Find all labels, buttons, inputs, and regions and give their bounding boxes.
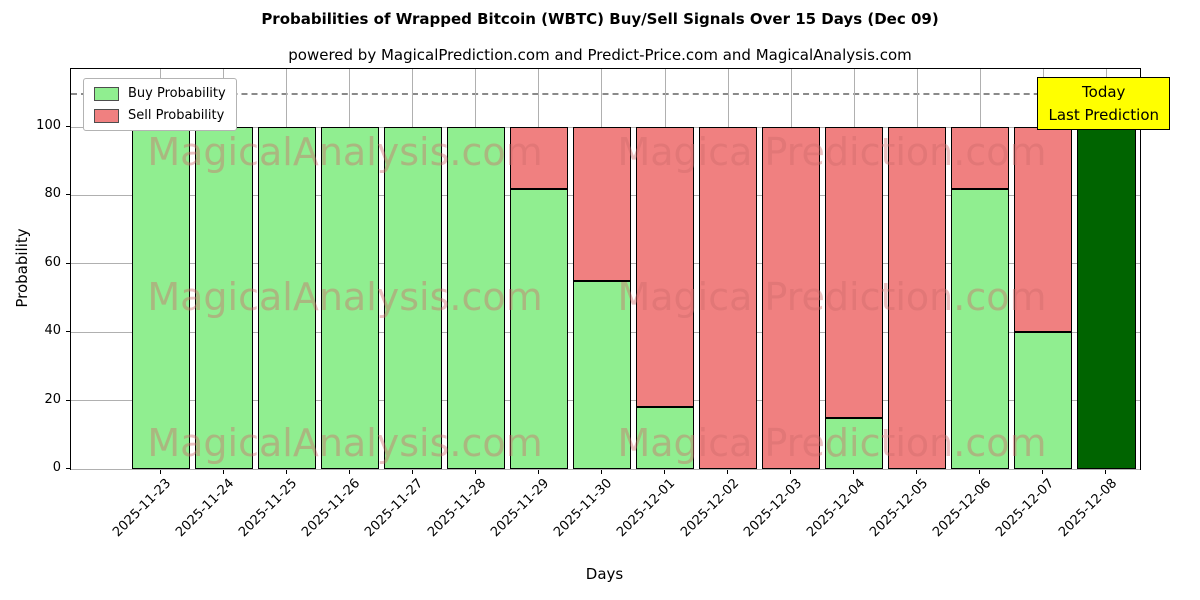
- bar-segment-sell: [699, 127, 758, 469]
- bar-segment-today: [1077, 127, 1136, 469]
- x-tick-mark: [1105, 470, 1107, 474]
- today-annotation: Today Last Prediction: [1037, 77, 1170, 130]
- chart-title: Probabilities of Wrapped Bitcoin (WBTC) …: [261, 10, 939, 28]
- bar-segment-buy: [257, 127, 316, 469]
- bar-segment-buy: [825, 417, 884, 469]
- x-tick-label: 2025-11-25: [236, 476, 301, 541]
- x-tick-mark: [474, 470, 476, 474]
- bar-segment-buy: [131, 127, 190, 469]
- x-tick-mark: [222, 470, 224, 474]
- x-tick-mark: [979, 470, 981, 474]
- x-axis-label: Days: [585, 565, 624, 583]
- today-annotation-line2: Last Prediction: [1048, 105, 1159, 124]
- legend-swatch-sell-icon: [94, 108, 119, 123]
- x-tick-mark: [411, 470, 413, 474]
- today-annotation-line1: Today: [1082, 83, 1126, 101]
- plot-area: Buy Probability Sell Probability: [70, 68, 1141, 470]
- x-tick-label: 2025-11-27: [362, 476, 427, 541]
- legend: Buy Probability Sell Probability: [83, 78, 237, 131]
- bar-segment-sell: [825, 127, 884, 418]
- threshold-dashed-line: [71, 92, 1140, 95]
- y-tick-label: 20: [44, 391, 61, 407]
- x-tick-label: 2025-12-01: [614, 476, 679, 541]
- legend-item-sell: Sell Probability: [94, 108, 226, 123]
- y-tick-mark: [66, 468, 70, 469]
- y-tick-label: 60: [44, 254, 61, 270]
- x-tick-label: 2025-12-07: [992, 476, 1058, 541]
- y-tick-mark: [66, 399, 70, 401]
- y-tick-label: 0: [52, 460, 61, 475]
- x-tick-label: 2025-12-02: [677, 476, 742, 541]
- y-tick-label: 100: [36, 118, 61, 134]
- legend-item-buy: Buy Probability: [94, 86, 226, 101]
- x-tick-label: 2025-11-30: [551, 476, 616, 541]
- x-tick-mark: [285, 470, 287, 474]
- bar-segment-buy: [636, 407, 695, 469]
- y-tick-mark: [66, 331, 70, 333]
- x-tick-mark: [348, 470, 350, 474]
- legend-label-sell: Sell Probability: [128, 108, 225, 123]
- x-tick-mark: [790, 470, 792, 474]
- bar-segment-buy: [320, 127, 379, 469]
- bar-segment-sell: [762, 127, 821, 469]
- x-tick-label: 2025-11-24: [173, 476, 238, 541]
- y-tick-mark: [66, 194, 70, 196]
- x-tick-label: 2025-12-06: [929, 476, 994, 541]
- x-tick-label: 2025-11-28: [425, 476, 490, 541]
- bar-segment-sell: [636, 127, 695, 408]
- bar-segment-buy: [1014, 332, 1073, 469]
- bar-segment-sell: [572, 127, 631, 281]
- bar-segment-sell: [951, 127, 1010, 189]
- bar-segment-sell: [509, 127, 568, 189]
- x-tick-mark: [727, 470, 729, 474]
- y-tick-label: 80: [44, 186, 61, 202]
- chart-subtitle: powered by MagicalPrediction.com and Pre…: [288, 46, 912, 64]
- x-tick-label: 2025-12-04: [803, 476, 868, 541]
- x-tick-label: 2025-11-26: [299, 476, 364, 541]
- bar-segment-buy: [572, 280, 631, 469]
- x-tick-label: 2025-12-05: [866, 476, 931, 541]
- x-tick-label: 2025-11-23: [110, 476, 175, 541]
- x-tick-mark: [853, 470, 855, 474]
- legend-swatch-buy-icon: [94, 86, 119, 101]
- bar-segment-buy: [509, 188, 568, 469]
- bar-segment-buy: [446, 127, 505, 469]
- h-gridline: [71, 468, 1140, 470]
- bar-segment-sell: [1014, 127, 1073, 333]
- x-tick-mark: [1042, 470, 1044, 474]
- x-tick-label: 2025-12-03: [740, 476, 805, 541]
- bar-segment-buy: [194, 127, 253, 469]
- y-tick-mark: [66, 126, 70, 128]
- bar-segment-buy: [383, 127, 442, 469]
- y-tick-label: 40: [44, 323, 61, 339]
- x-tick-mark: [600, 470, 602, 474]
- y-tick-mark: [66, 262, 70, 264]
- x-tick-mark: [159, 470, 161, 474]
- bar-segment-sell: [888, 127, 947, 469]
- x-tick-mark: [664, 470, 666, 474]
- x-tick-label: 2025-12-08: [1056, 476, 1121, 541]
- bar-segment-buy: [951, 188, 1010, 469]
- x-tick-label: 2025-11-29: [488, 476, 553, 541]
- x-tick-mark: [916, 470, 918, 474]
- legend-label-buy: Buy Probability: [128, 86, 226, 101]
- x-tick-mark: [537, 470, 539, 474]
